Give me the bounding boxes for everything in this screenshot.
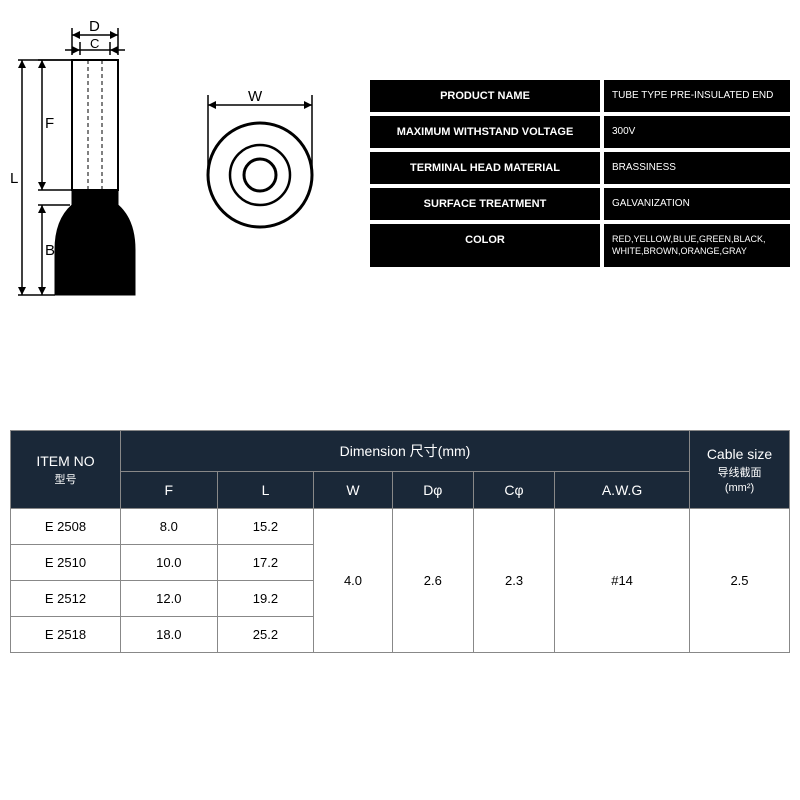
header-cable: Cable size: [707, 446, 772, 462]
cell-F: 10.0: [121, 545, 218, 581]
spec-row: PRODUCT NAME TUBE TYPE PRE-INSULATED END: [370, 80, 790, 112]
spec-label: SURFACE TREATMENT: [370, 188, 600, 220]
cell-L: 25.2: [217, 617, 314, 653]
header-cable-unit: (mm²): [696, 482, 783, 494]
label-B: B: [45, 242, 55, 259]
header-item: ITEM NO: [36, 453, 94, 469]
side-view-diagram: D C F L B: [10, 20, 170, 320]
spec-value: TUBE TYPE PRE-INSULATED END: [604, 80, 790, 112]
spec-row: TERMINAL HEAD MATERIAL BRASSINESS: [370, 152, 790, 184]
spec-label: COLOR: [370, 224, 600, 267]
cell-L: 15.2: [217, 509, 314, 545]
cell-item: E 2508: [11, 509, 121, 545]
top-section: D C F L B W PRODUCT NAME TUBE TYPE PRE-I…: [0, 0, 800, 390]
cell-C: 2.3: [473, 509, 554, 653]
spec-value: BRASSINESS: [604, 152, 790, 184]
header-dimension: Dimension 尺寸(mm): [121, 431, 690, 472]
spec-label: PRODUCT NAME: [370, 80, 600, 112]
table-row: E 2508 8.0 15.2 4.0 2.6 2.3 #14 2.5: [11, 509, 790, 545]
col-F: F: [121, 472, 218, 509]
label-L: L: [10, 170, 18, 187]
cell-F: 12.0: [121, 581, 218, 617]
cell-W: 4.0: [314, 509, 392, 653]
cell-cable: 2.5: [690, 509, 790, 653]
spec-table: PRODUCT NAME TUBE TYPE PRE-INSULATED END…: [370, 80, 790, 380]
col-C: Cφ: [473, 472, 554, 509]
cell-item: E 2510: [11, 545, 121, 581]
cell-AWG: #14: [555, 509, 690, 653]
cell-L: 17.2: [217, 545, 314, 581]
label-D: D: [89, 18, 100, 35]
header-item-sub: 型号: [17, 471, 114, 487]
spec-label: MAXIMUM WITHSTAND VOLTAGE: [370, 116, 600, 148]
cell-F: 18.0: [121, 617, 218, 653]
label-W: W: [248, 88, 262, 105]
spec-label: TERMINAL HEAD MATERIAL: [370, 152, 600, 184]
front-view-diagram: W: [190, 80, 350, 380]
col-L: L: [217, 472, 314, 509]
spec-value: 300V: [604, 116, 790, 148]
col-W: W: [314, 472, 392, 509]
dimension-table: ITEM NO 型号 Dimension 尺寸(mm) Cable size 导…: [10, 430, 790, 653]
col-D: Dφ: [392, 472, 473, 509]
header-cable-sub: 导线截面: [696, 464, 783, 480]
cell-D: 2.6: [392, 509, 473, 653]
label-F: F: [45, 115, 54, 132]
label-C: C: [90, 36, 99, 51]
spec-row: SURFACE TREATMENT GALVANIZATION: [370, 188, 790, 220]
spec-row: MAXIMUM WITHSTAND VOLTAGE 300V: [370, 116, 790, 148]
cell-item: E 2518: [11, 617, 121, 653]
cell-item: E 2512: [11, 581, 121, 617]
col-AWG: A.W.G: [555, 472, 690, 509]
spec-row: COLOR RED,YELLOW,BLUE,GREEN,BLACK, WHITE…: [370, 224, 790, 267]
spec-value: RED,YELLOW,BLUE,GREEN,BLACK, WHITE,BROWN…: [604, 224, 790, 267]
cell-L: 19.2: [217, 581, 314, 617]
cell-F: 8.0: [121, 509, 218, 545]
spec-value: GALVANIZATION: [604, 188, 790, 220]
